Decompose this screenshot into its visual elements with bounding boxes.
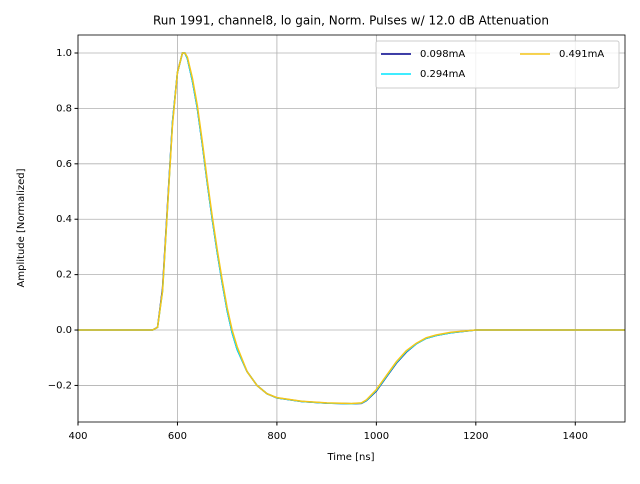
y-tick-label: 0.8	[56, 103, 72, 114]
legend-label: 0.491mA	[559, 49, 604, 60]
series-line	[78, 52, 625, 405]
legend-box	[375, 40, 620, 89]
x-tick-label: 600	[168, 431, 187, 442]
x-tick-label: 400	[68, 431, 87, 442]
series-line	[78, 52, 625, 405]
y-tick-label: 1.0	[56, 48, 72, 59]
axes-frame	[77, 34, 626, 423]
chart-title: Run 1991, channel8, lo gain, Norm. Pulse…	[153, 14, 549, 28]
x-tick-label: 1400	[563, 431, 588, 442]
y-axis-label: Amplitude [Normalized]	[16, 168, 27, 287]
legend-label: 0.294mA	[420, 69, 465, 80]
x-tick-label: 800	[267, 431, 286, 442]
y-tick-label: 0.2	[56, 270, 72, 281]
y-tick-label: 0.4	[56, 214, 72, 225]
series-line	[78, 52, 625, 405]
legend-label: 0.098mA	[420, 49, 465, 60]
x-tick-label: 1200	[463, 431, 488, 442]
x-axis-label: Time [ns]	[326, 452, 374, 463]
y-tick-label: −0.2	[48, 380, 72, 391]
x-tick-label: 1000	[364, 431, 389, 442]
y-tick-label: 0.0	[56, 325, 72, 336]
y-tick-label: 0.6	[56, 159, 72, 170]
